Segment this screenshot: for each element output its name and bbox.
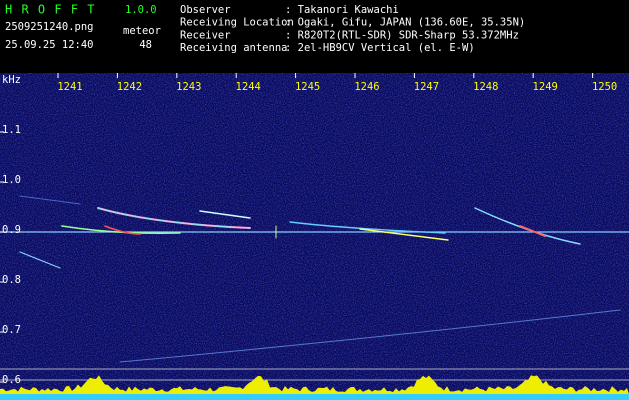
info-label: Receiving antenna (180, 42, 287, 54)
y-tick-label: 1.1 (2, 124, 21, 136)
y-tick-label: 0.6 (2, 374, 21, 386)
x-tick-label: 1243 (176, 81, 201, 93)
meteor-count: 48 (139, 39, 152, 51)
meteor-label: meteor (123, 25, 161, 37)
y-unit: kHz (2, 74, 21, 86)
y-tick-label: 0.7 (2, 324, 21, 336)
x-tick-label: 1249 (533, 81, 558, 93)
y-tick-label: 0.8 (2, 274, 21, 286)
axes: 1241 1242 1243 1244 1245 1246 1247 1248 1249 1250… (0, 73, 617, 386)
info-value: : 2el-HB9CV Vertical (el. E-W) (285, 42, 475, 54)
info-label: Receiving Location (180, 17, 294, 29)
x-tick-label: 1248 (473, 81, 498, 93)
meteor-traces (19, 195, 621, 363)
noise-floor (0, 394, 629, 400)
info-value: : Takanori Kawachi (285, 4, 399, 16)
x-tick-label: 1245 (295, 81, 320, 93)
x-tick-label: 1244 (236, 81, 261, 93)
header-bg (0, 0, 629, 72)
x-tick-label: 1241 (57, 81, 82, 93)
y-tick-label: 0.9 (2, 224, 21, 236)
datetime: 25.09.25 12:40 (5, 39, 94, 51)
y-tick-label: 1.0 (2, 174, 21, 186)
info-label: Receiver (180, 29, 231, 41)
x-tick-label: 1250 (592, 81, 617, 93)
info-value: : Ogaki, Gifu, JAPAN (136.60E, 35.35N) (285, 17, 525, 29)
app-version: 1.0.0 (125, 4, 157, 16)
signal-level (0, 375, 629, 394)
app-title: H R O F F T (5, 3, 95, 17)
x-tick-label: 1247 (414, 81, 439, 93)
file-name: 2509251240.png (5, 21, 94, 33)
x-tick-label: 1246 (354, 81, 379, 93)
spectrogram-noise (0, 73, 629, 400)
x-tick-label: 1242 (117, 81, 142, 93)
info-label: Observer (180, 4, 231, 16)
info-value: : R820T2(RTL-SDR) SDR-Sharp 53.372MHz (285, 29, 519, 41)
